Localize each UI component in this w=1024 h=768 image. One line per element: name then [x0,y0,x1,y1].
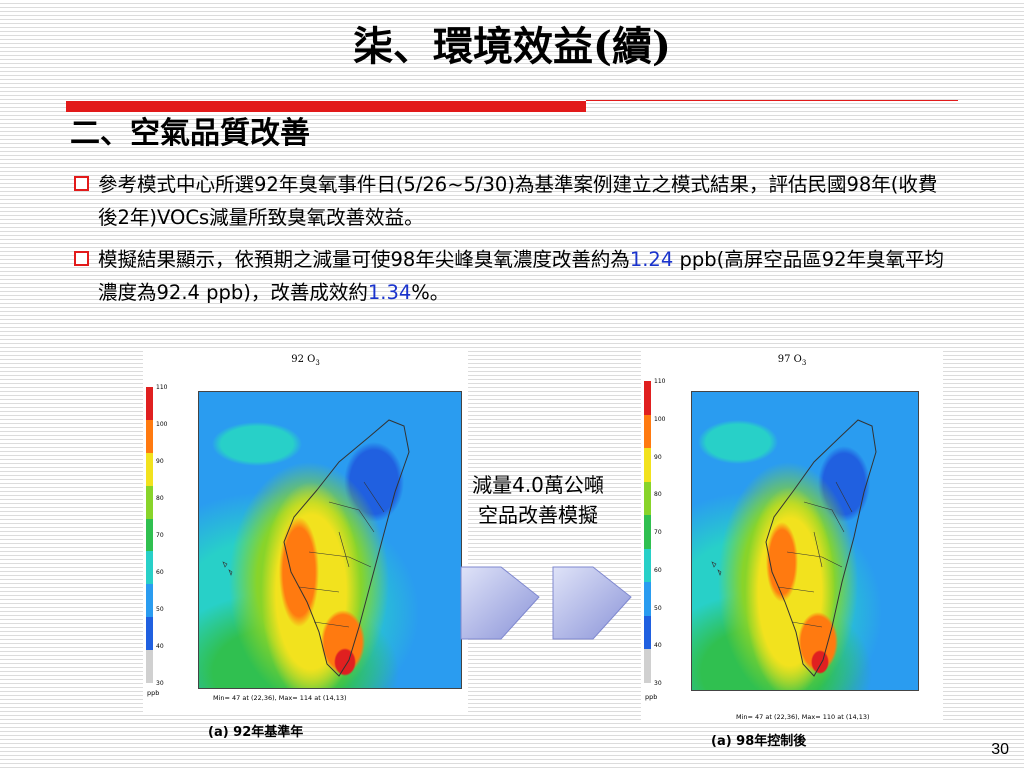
legend-tick-label: 90 [156,458,164,465]
legend-tick-label: 30 [654,680,662,687]
page-number: 30 [991,741,1009,758]
bullet-square-icon [74,176,89,191]
ozone-map-controlled: 97 O3 110 100 90 80 70 60 50 40 30 ppb Min= 47 a… [641,349,943,722]
legend-tick-label: 60 [654,566,662,574]
legend-tick-label: 70 [654,529,662,536]
legend-swatch [644,615,651,650]
legend-swatch [644,414,651,449]
improvement-percent: 1.34 [367,281,412,304]
improvement-value: 1.24 [629,248,674,271]
slide-title: 柒、環境效益(續) [353,23,671,70]
ozone-field [692,392,918,690]
map-frame [198,391,462,689]
map-title: 97 O3 [777,354,807,367]
legend-swatch [146,584,153,618]
legend-tick-label: 100 [156,421,168,428]
unit-label: ppb [645,693,658,701]
legend-swatch [146,518,153,552]
legend-swatch [644,515,651,549]
bullet-text: ppb(高屏空品區92年臭氧平均濃度為92.4 ppb)，改善成效約 [98,248,945,304]
legend-tick-label: 60 [156,569,164,576]
map-frame [691,391,919,691]
color-legend [644,381,651,683]
map-caption: (a) 92年基準年 [208,725,304,740]
legend-swatch [644,649,651,683]
legend-swatch [644,481,651,516]
map-caption: (a) 98年控制後 [711,734,807,749]
section-title: 二、空氣品質改善 [70,116,310,151]
ozone-field [199,392,461,688]
unit-label: ppb [147,689,160,697]
legend-swatch [146,617,153,651]
bullet-text: 模擬結果顯示，依預期之減量可使98年尖峰臭氧濃度改善約為 [98,248,630,271]
min-max-readout: Min= 47 at (22,36), Max= 110 at (14,13) [736,713,870,721]
legend-swatch [644,381,651,415]
legend-tick-label: 50 [654,604,662,612]
reduction-note: 減量4.0萬公噸 空品改善模擬 [472,473,604,527]
bullet-item: 參考模式中心所選92年臭氧事件日(5/26~5/30)為基準案例建立之模式結果，… [72,168,952,234]
legend-tick-label: 80 [654,491,662,499]
legend-tick-label: 40 [654,642,662,650]
legend-swatch [644,448,651,482]
legend-tick-label: 110 [156,384,168,391]
title-underline-thin [586,100,958,101]
taiwan-outline [711,419,877,677]
legend-swatch [644,582,651,616]
legend-tick-label: 40 [156,643,164,650]
bullet-text: 參考模式中心所選92年臭氧事件日(5/26~5/30)為基準案例建立之模式結果，… [98,173,938,229]
map-title: 92 O3 [291,354,320,367]
right-arrow-icon [552,566,632,640]
legend-tick-label: 30 [156,680,164,687]
bullet-square-icon [74,251,89,266]
ozone-map-baseline: 92 O3 110 100 90 80 70 60 50 40 30 ppb Min= 47 a… [143,349,468,714]
legend-swatch [146,387,153,420]
legend-swatch [146,650,153,683]
legend-swatch [146,419,153,453]
legend-swatch [146,452,153,486]
bullet-item: 模擬結果顯示，依預期之減量可使98年尖峰臭氧濃度改善約為1.24 ppb(高屏空… [72,243,952,309]
color-legend [146,387,153,683]
legend-swatch [146,551,153,585]
legend-swatch [644,548,651,583]
taiwan-outline [222,419,410,677]
legend-swatch [146,485,153,519]
legend-tick-label: 70 [156,532,164,539]
legend-tick-label: 80 [156,495,164,502]
right-arrow-icon [460,566,540,640]
bullet-list: 參考模式中心所選92年臭氧事件日(5/26~5/30)為基準案例建立之模式結果，… [72,168,952,318]
bullet-text: %。 [411,281,450,304]
min-max-readout: Min= 47 at (22,36), Max= 114 at (14,13) [213,694,347,702]
legend-tick-label: 90 [654,453,662,461]
legend-tick-label: 110 [654,378,666,385]
legend-tick-label: 50 [156,606,164,613]
legend-tick-label: 100 [654,415,666,423]
title-underline [66,101,586,112]
